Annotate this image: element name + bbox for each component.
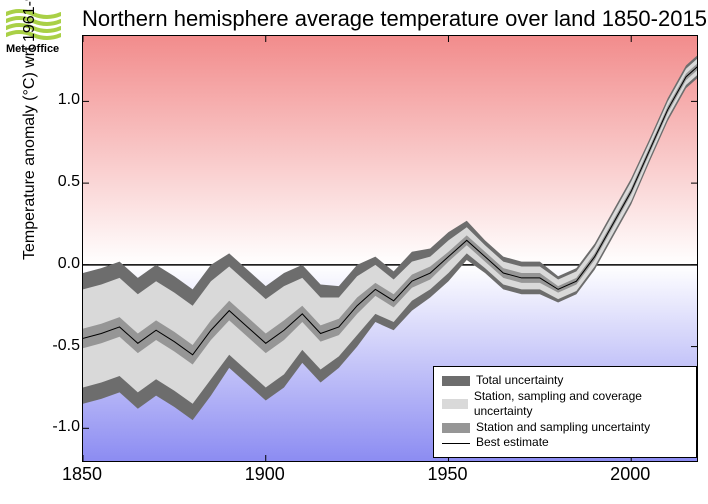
y-tick-label: 1.0 [58, 91, 80, 109]
legend-swatch-icon [442, 376, 470, 386]
legend-swatch-icon [442, 399, 468, 409]
y-axis-label: Temperature anomaly (°C) wrt 1961-90 [21, 0, 39, 260]
legend-label: Best estimate [476, 435, 549, 451]
plot-area: Total uncertaintyStation, sampling and c… [82, 35, 698, 462]
x-tick-label: 1900 [245, 464, 285, 485]
legend-swatch-icon [442, 423, 470, 433]
legend-row: Best estimate [442, 435, 686, 451]
legend-row: Total uncertainty [442, 373, 686, 389]
y-tick-label: 0.0 [58, 255, 80, 273]
legend-label: Station and sampling uncertainty [476, 420, 650, 436]
legend-row: Station, sampling and coverage uncertain… [442, 389, 686, 420]
legend-label: Station, sampling and coverage uncertain… [474, 389, 686, 420]
x-tick-label: 1950 [427, 464, 467, 485]
legend-label: Total uncertainty [476, 373, 563, 389]
chart-title: Northern hemisphere average temperature … [82, 6, 707, 32]
y-tick-label: 0.5 [58, 173, 80, 191]
x-tick-label: 1850 [62, 464, 102, 485]
chart-container: Met Office Northern hemisphere average t… [0, 0, 708, 504]
legend-row: Station and sampling uncertainty [442, 420, 686, 436]
legend-swatch-icon [442, 443, 470, 444]
x-tick-label: 2000 [610, 464, 650, 485]
y-tick-label: -0.5 [52, 337, 80, 355]
legend: Total uncertaintyStation, sampling and c… [433, 366, 697, 458]
y-tick-label: -1.0 [52, 418, 80, 436]
